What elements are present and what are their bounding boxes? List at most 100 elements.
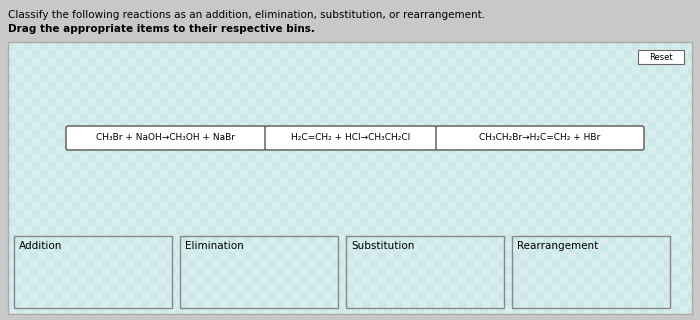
Bar (188, 292, 196, 300)
Bar (688, 258, 692, 266)
Bar (72, 98, 80, 106)
Bar (386, 244, 394, 252)
Bar (544, 50, 552, 58)
Bar (128, 138, 136, 146)
Bar (212, 252, 220, 260)
Text: Elimination: Elimination (185, 241, 244, 251)
Bar (80, 186, 88, 194)
Bar (418, 276, 426, 284)
Bar (368, 290, 376, 298)
Bar (96, 178, 104, 186)
Bar (616, 260, 624, 268)
Bar (312, 242, 320, 250)
Bar (472, 130, 480, 138)
Bar (56, 282, 64, 290)
Bar (664, 282, 672, 290)
Bar (232, 90, 240, 98)
Bar (144, 306, 152, 314)
Bar (78, 276, 86, 284)
Bar (196, 284, 204, 292)
Bar (216, 170, 224, 178)
Bar (120, 282, 128, 290)
Bar (40, 106, 48, 114)
Bar (224, 202, 232, 210)
Bar (48, 98, 56, 106)
Bar (536, 242, 544, 250)
Bar (104, 162, 112, 170)
Bar (360, 82, 368, 90)
Bar (176, 274, 184, 282)
Bar (408, 274, 416, 282)
Bar (376, 266, 384, 274)
Bar (536, 66, 544, 74)
Bar (296, 154, 304, 162)
Bar (80, 242, 88, 250)
Bar (688, 146, 692, 154)
Bar (208, 210, 216, 218)
Bar (544, 226, 552, 234)
Bar (424, 146, 432, 154)
Bar (464, 218, 472, 226)
Bar (584, 138, 592, 146)
Bar (392, 162, 400, 170)
Bar (328, 170, 336, 178)
Bar (640, 252, 648, 260)
Bar (312, 90, 320, 98)
Bar (464, 74, 472, 82)
Bar (368, 154, 376, 162)
Bar (464, 210, 472, 218)
Bar (544, 146, 552, 154)
Bar (544, 106, 552, 114)
Bar (624, 90, 632, 98)
Bar (600, 98, 608, 106)
Bar (176, 50, 184, 58)
Bar (280, 66, 288, 74)
Bar (440, 194, 448, 202)
Bar (688, 298, 692, 306)
Bar (448, 274, 456, 282)
Bar (40, 162, 48, 170)
Bar (624, 218, 632, 226)
Bar (568, 178, 576, 186)
Bar (448, 66, 456, 74)
Bar (672, 58, 680, 66)
Bar (40, 218, 48, 226)
Bar (440, 202, 448, 210)
Bar (40, 154, 48, 162)
Bar (576, 50, 584, 58)
Bar (520, 90, 528, 98)
Bar (24, 250, 32, 258)
Bar (336, 146, 344, 154)
Bar (688, 82, 692, 90)
Bar (336, 58, 344, 66)
Bar (680, 234, 688, 242)
Bar (426, 244, 434, 252)
Bar (312, 154, 320, 162)
Bar (592, 234, 600, 242)
Bar (118, 284, 126, 292)
Bar (224, 90, 232, 98)
Bar (664, 154, 672, 162)
Bar (472, 162, 480, 170)
Bar (16, 290, 24, 298)
Bar (224, 186, 232, 194)
Bar (432, 138, 440, 146)
Bar (664, 236, 670, 244)
Bar (632, 268, 640, 276)
Bar (224, 226, 232, 234)
Bar (56, 138, 64, 146)
Bar (96, 74, 104, 82)
Bar (236, 300, 244, 308)
Bar (592, 244, 600, 252)
Bar (328, 178, 336, 186)
Bar (448, 194, 456, 202)
Bar (408, 298, 416, 306)
Bar (608, 194, 616, 202)
Bar (308, 268, 316, 276)
Bar (94, 300, 102, 308)
Bar (648, 186, 656, 194)
Bar (316, 244, 324, 252)
Bar (512, 298, 520, 306)
Bar (14, 292, 22, 300)
Bar (48, 242, 56, 250)
